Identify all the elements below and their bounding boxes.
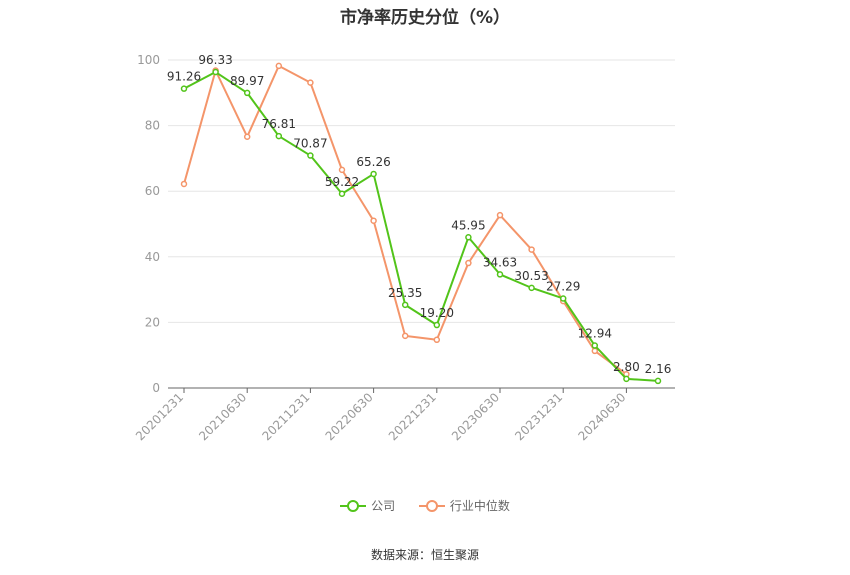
data-label: 30.53 <box>514 269 548 283</box>
data-point <box>212 68 219 76</box>
data-point <box>401 332 409 340</box>
data-label: 76.81 <box>262 117 296 131</box>
x-tick-label: 20210630 <box>196 390 249 443</box>
chart-title: 市净率历史分位（%） <box>339 8 511 28</box>
x-tick-label: 20231231 <box>512 390 565 443</box>
data-point <box>275 132 283 140</box>
data-source: 数据来源：恒生聚源 <box>370 548 479 562</box>
data-label: 34.63 <box>483 255 517 269</box>
legend-industry-median-icon <box>418 499 445 512</box>
data-label: 2.80 <box>613 360 640 374</box>
y-tick-label: 80 <box>145 119 160 133</box>
data-label: 89.97 <box>230 74 264 88</box>
data-point <box>433 321 441 329</box>
data-point <box>496 271 504 278</box>
data-point <box>243 89 251 97</box>
series-line-0 <box>183 71 659 382</box>
data-label: 96.33 <box>198 53 232 67</box>
grid-lines <box>168 59 675 323</box>
x-tick-label: 20211231 <box>259 390 312 443</box>
y-tick-label: 20 <box>145 315 160 329</box>
data-point <box>243 133 251 141</box>
x-tick-label: 20220630 <box>323 390 376 443</box>
data-point <box>338 166 346 174</box>
data-point <box>654 377 662 385</box>
data-point <box>559 295 567 302</box>
y-tick-label: 0 <box>152 381 160 395</box>
x-tick-label: 20221231 <box>386 390 439 443</box>
series-layer <box>180 62 662 385</box>
x-axis: 20201231 20210630 20211231 20220630 20221231… <box>133 387 675 443</box>
data-point <box>370 170 377 178</box>
data-point <box>401 301 409 309</box>
data-point <box>623 375 630 383</box>
data-point <box>180 85 188 92</box>
legend-item-industry-median[interactable]: 行业中位数 <box>418 497 510 514</box>
data-point <box>338 190 346 198</box>
legend-item-company[interactable]: 公司 <box>340 497 395 514</box>
legend-company-icon <box>340 499 367 512</box>
data-point <box>591 347 599 355</box>
x-tick-label: 20240630 <box>575 390 628 443</box>
x-tick-label: 20201231 <box>133 390 186 443</box>
y-axis-ticks: 0 20 40 60 80 100 <box>137 53 160 395</box>
data-label: 65.26 <box>356 155 390 169</box>
data-labels: 91.26 96.33 89.97 76.81 70.87 59.22 65.26 25.35… <box>167 53 672 376</box>
data-point <box>528 284 535 292</box>
y-tick-label: 100 <box>137 53 160 67</box>
series-line-1 <box>183 64 627 376</box>
y-tick-label: 60 <box>145 184 160 198</box>
x-tick-label: 20230630 <box>449 390 502 443</box>
data-point <box>496 211 504 219</box>
data-label: 12.94 <box>578 327 612 341</box>
legend-company-label: 公司 <box>371 499 396 513</box>
data-point <box>465 234 472 241</box>
data-point <box>591 342 599 349</box>
data-point <box>465 259 472 267</box>
data-label: 2.16 <box>645 362 672 376</box>
data-label: 45.95 <box>451 218 485 232</box>
y-tick-label: 40 <box>145 250 160 264</box>
legend: 公司 行业中位数 <box>0 497 850 515</box>
data-point <box>307 152 314 159</box>
data-label: 91.26 <box>167 70 201 84</box>
data-label: 19.20 <box>420 306 454 320</box>
data-point <box>275 62 283 70</box>
data-label: 25.35 <box>388 286 422 300</box>
data-point <box>433 336 441 344</box>
data-point <box>180 180 188 188</box>
data-label: 70.87 <box>293 137 327 151</box>
legend-industry-median-label: 行业中位数 <box>449 499 510 513</box>
data-label: 27.29 <box>546 279 580 293</box>
data-point <box>307 79 314 86</box>
data-label: 59.22 <box>325 175 359 189</box>
data-point <box>528 246 535 253</box>
data-point <box>370 217 377 224</box>
